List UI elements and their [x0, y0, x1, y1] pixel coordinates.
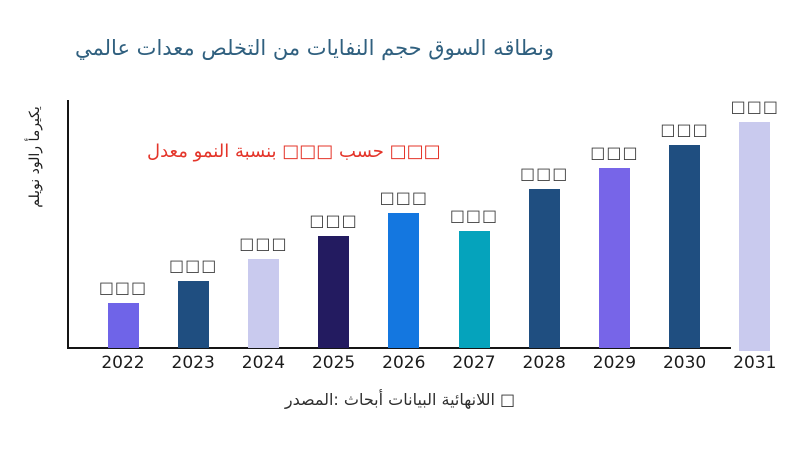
bar-value-label-2024: □□□: [239, 234, 288, 253]
y-axis-label: مليون دولار أمريكي: [27, 106, 43, 208]
y-axis-label-text: مليون دولار أمريكي: [27, 106, 43, 208]
growth-rate-annotation: معدل ‎النمو ‎بنسبة ‎□□□ ‎حسب ‎□□□: [147, 141, 441, 162]
x-tick-2028: 2028: [522, 353, 566, 373]
x-tick-2024: 2024: [241, 353, 286, 373]
bar-2028: [528, 189, 560, 348]
x-tick-2026: 2026: [382, 353, 426, 373]
bar-2024: [247, 259, 279, 348]
bar-value-label-2028: □□□: [520, 164, 569, 183]
bar-value-label-2027: □□□: [449, 206, 499, 225]
x-axis-line: [67, 347, 731, 349]
bar-2026: [388, 213, 420, 348]
source-caption: المصدر: ‎أبحاث ‎البيانات ‎اللانهائية ‎□: [284, 390, 516, 409]
bar-value-label-2029: □□□: [590, 143, 639, 162]
x-tick-2027: 2027: [452, 353, 496, 373]
bar-2027: [458, 231, 490, 348]
x-tick-2023: 2023: [171, 353, 215, 373]
bar-value-label-2030: □□□: [660, 120, 709, 139]
bar-2023: [177, 281, 209, 348]
bar-value-label-2031: □□□: [730, 97, 779, 116]
bar-2031: [739, 122, 771, 351]
bar-2029: [598, 168, 630, 348]
bar-value-label-2026: □□□: [379, 188, 428, 207]
x-tick-2025: 2025: [311, 353, 356, 373]
bar-value-label-2025: □□□: [309, 211, 358, 230]
x-tick-2029: 2029: [592, 353, 637, 373]
bar-2030: [669, 145, 701, 348]
x-tick-2031: 2031: [733, 353, 777, 373]
x-tick-2022: 2022: [101, 353, 145, 373]
chart-title: عالمي ‎معدات ‎التخلص ‎من ‎النفايات ‎حجم …: [75, 36, 555, 60]
x-tick-2030: 2030: [662, 353, 707, 373]
bar-2022: [107, 303, 139, 348]
bar-value-label-2023: □□□: [169, 256, 218, 275]
bar-value-label-2022: □□□: [98, 278, 148, 297]
y-axis-line: [67, 100, 69, 348]
bar-2025: [318, 236, 350, 348]
